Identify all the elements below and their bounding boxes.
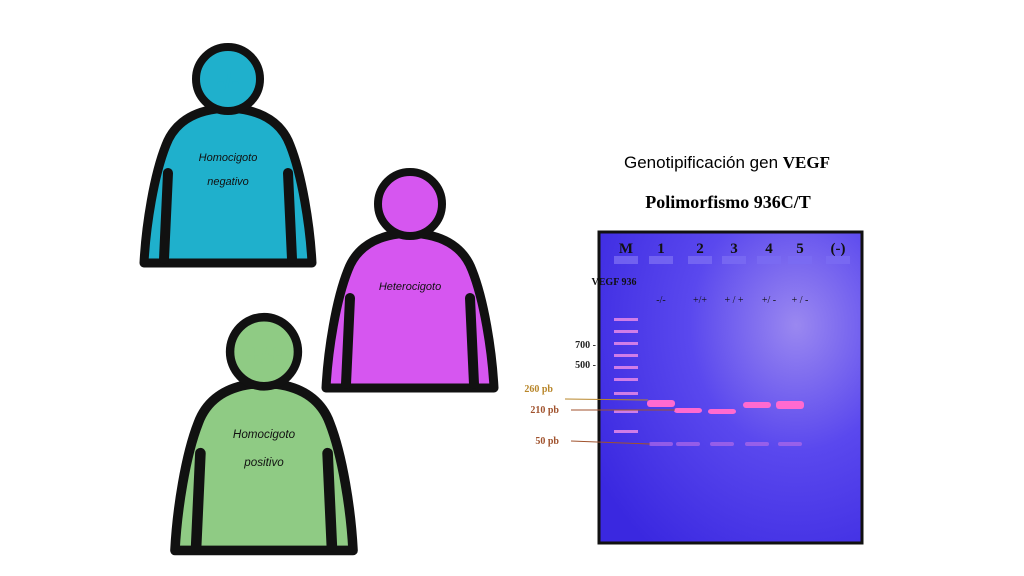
marker-label: 500 - xyxy=(575,360,596,371)
dna-band xyxy=(710,442,734,446)
ladder-band xyxy=(614,342,638,345)
subtitle: Polimorfismo 936C/T xyxy=(645,192,810,212)
figure-label: positivo xyxy=(243,456,284,469)
figure-label: Heterocigoto xyxy=(379,281,441,293)
lane-label: 5 xyxy=(796,241,804,257)
marker-label: 700 - xyxy=(575,340,596,351)
figure-label: Homocigoto xyxy=(199,152,258,164)
dna-band xyxy=(676,442,700,446)
genotype-symbol: +/- xyxy=(396,193,425,220)
dna-band xyxy=(647,400,675,407)
band-size-label: 50 pb xyxy=(535,436,559,447)
figure-label: Homocigoto xyxy=(233,428,296,441)
well xyxy=(788,256,812,264)
gel-image: M 1 2 3 4 5 (-) VEGF 936 -/- +/+ + / + +/ - + / - 700… xyxy=(575,230,864,545)
ladder-band xyxy=(614,430,638,433)
well xyxy=(722,256,746,264)
lane-label: 4 xyxy=(765,241,773,257)
lane-label: 1 xyxy=(657,241,665,257)
well xyxy=(757,256,781,264)
lane-label: M xyxy=(619,241,633,257)
genotype-symbol: +/+ xyxy=(246,341,283,369)
band-size-label: 260 pb xyxy=(524,384,553,395)
title-text: Genotipificación gen xyxy=(624,153,778,172)
ladder-band xyxy=(614,378,638,381)
dna-band xyxy=(743,402,771,408)
lane-genotype: +/+ xyxy=(693,295,707,306)
ladder-band xyxy=(614,410,638,413)
ladder-band xyxy=(614,330,638,333)
well xyxy=(614,256,638,264)
dna-band xyxy=(708,409,736,414)
ladder-band xyxy=(614,366,638,369)
lane-label: 3 xyxy=(730,241,738,257)
ladder-band xyxy=(614,354,638,357)
gene-label: VEGF 936 xyxy=(592,277,637,288)
figure-label: negativo xyxy=(207,176,249,188)
lane-label: (-) xyxy=(831,241,846,257)
dna-band xyxy=(745,442,769,446)
band-size-label: 210 pb xyxy=(530,405,559,416)
ladder-band xyxy=(614,392,638,395)
well xyxy=(826,256,850,264)
ladder-band xyxy=(614,318,638,321)
lane-genotype: +/ - xyxy=(762,295,776,306)
dna-band xyxy=(776,401,804,409)
dna-band xyxy=(778,442,802,446)
person-positive: +/+ Homocigoto positivo xyxy=(175,317,353,550)
person-negative: -/- Homocigoto negativo xyxy=(144,47,312,263)
genotype-symbol: -/- xyxy=(217,68,240,95)
title: Genotipificación gen VEGF xyxy=(624,153,830,172)
well xyxy=(649,256,673,264)
lane-genotype: + / - xyxy=(792,295,809,306)
dna-band xyxy=(674,408,702,413)
band-arrow xyxy=(570,440,651,445)
person-hetero: +/- Heterocigoto xyxy=(326,172,494,388)
dna-band xyxy=(649,442,673,446)
lane-genotype: -/- xyxy=(656,295,665,306)
lane-genotype: + / + xyxy=(724,295,743,306)
title-bold: VEGF xyxy=(783,153,830,172)
well xyxy=(688,256,712,264)
lane-label: 2 xyxy=(696,241,704,257)
band-arrow xyxy=(564,398,649,401)
